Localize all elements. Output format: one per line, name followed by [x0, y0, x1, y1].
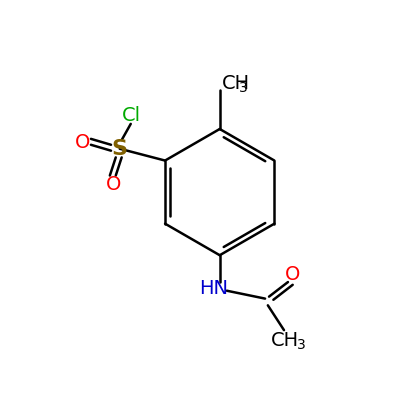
Text: 3: 3: [297, 338, 306, 352]
Text: 3: 3: [239, 81, 248, 95]
Text: Cl: Cl: [122, 106, 141, 125]
Text: S: S: [112, 139, 128, 159]
Text: O: O: [74, 133, 90, 152]
Text: CH: CH: [222, 74, 250, 93]
Text: O: O: [285, 266, 300, 284]
Text: CH: CH: [271, 330, 299, 350]
Text: HN: HN: [199, 279, 228, 298]
Text: O: O: [106, 175, 122, 194]
